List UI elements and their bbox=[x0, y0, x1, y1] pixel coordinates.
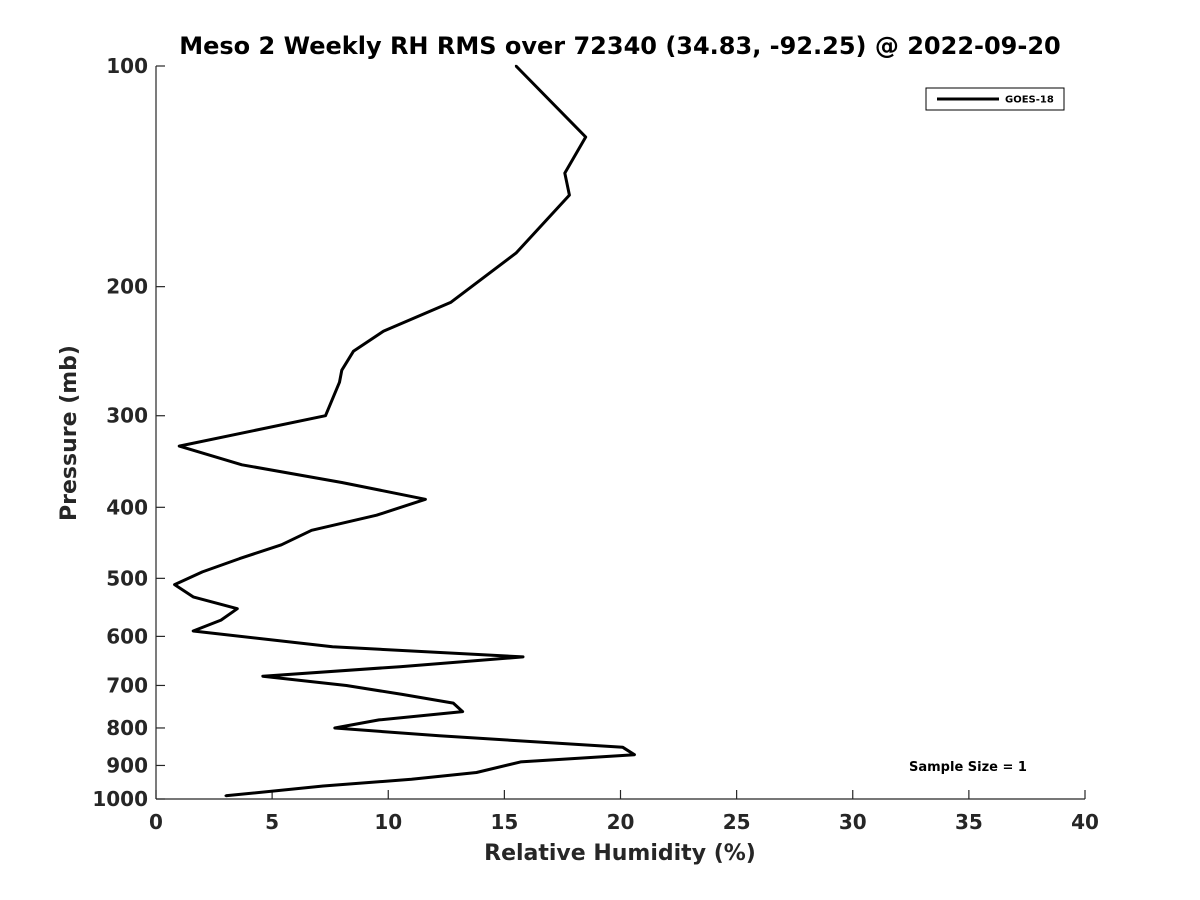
x-tick-label: 20 bbox=[607, 810, 635, 834]
series-point bbox=[238, 557, 241, 560]
series-point bbox=[382, 329, 385, 333]
series-points bbox=[173, 64, 636, 798]
y-tick-label: 300 bbox=[106, 404, 148, 428]
series-point bbox=[338, 380, 341, 384]
series-point bbox=[236, 607, 239, 610]
series-point bbox=[310, 529, 313, 532]
series-point bbox=[449, 300, 453, 304]
series-point bbox=[173, 583, 176, 586]
series-point bbox=[398, 665, 402, 668]
series-point bbox=[514, 64, 518, 68]
series-point bbox=[521, 655, 525, 659]
chart-title: Meso 2 Weekly RH RMS over 72340 (34.83, … bbox=[179, 32, 1061, 60]
x-tick-label: 15 bbox=[490, 810, 518, 834]
y-tick-label: 400 bbox=[106, 495, 148, 519]
series-point bbox=[633, 753, 636, 756]
series-point bbox=[345, 684, 348, 687]
series-point bbox=[438, 734, 441, 738]
series-point bbox=[410, 778, 413, 781]
series-point bbox=[563, 171, 566, 175]
series-point bbox=[400, 693, 404, 696]
y-axis-label: Pressure (mb) bbox=[57, 345, 82, 521]
y-tick-label: 700 bbox=[106, 673, 148, 697]
y-tick-label: 1000 bbox=[92, 787, 148, 811]
series-point bbox=[340, 368, 343, 372]
series-point bbox=[322, 784, 325, 788]
series-line-goes-18 bbox=[173, 64, 636, 798]
x-tick-label: 40 bbox=[1071, 810, 1099, 834]
y-tick-label: 200 bbox=[106, 275, 148, 299]
series-point bbox=[201, 570, 204, 574]
series-point bbox=[568, 193, 571, 197]
series-point bbox=[324, 414, 327, 417]
series-point bbox=[178, 444, 181, 448]
series-point bbox=[261, 675, 265, 678]
y-tick-label: 500 bbox=[106, 566, 148, 590]
legend-label: GOES-18 bbox=[1005, 95, 1054, 106]
series-point bbox=[584, 135, 587, 139]
y-tick-label: 900 bbox=[106, 753, 148, 777]
legend: GOES-18 bbox=[925, 87, 1065, 111]
y-tick-label: 800 bbox=[106, 716, 148, 740]
series-point bbox=[240, 463, 244, 467]
series-point bbox=[475, 771, 478, 774]
series-point bbox=[191, 629, 195, 633]
x-tick-label: 0 bbox=[149, 810, 163, 834]
x-tick-label: 35 bbox=[955, 810, 983, 834]
x-axis-label: Relative Humidity (%) bbox=[484, 841, 756, 866]
series-point bbox=[340, 481, 343, 484]
series-point bbox=[280, 543, 283, 547]
series-point bbox=[191, 595, 195, 599]
series-point bbox=[621, 746, 625, 749]
series-point bbox=[461, 710, 464, 713]
series-point bbox=[333, 726, 337, 730]
series-point bbox=[331, 645, 334, 649]
x-axis-ticks: 0 5 10 15 20 25 30 35 40 bbox=[149, 790, 1099, 834]
x-tick-label: 10 bbox=[374, 810, 402, 834]
series-point bbox=[424, 498, 427, 501]
y-tick-label: 100 bbox=[106, 54, 148, 78]
x-tick-label: 30 bbox=[839, 810, 867, 834]
x-tick-label: 25 bbox=[723, 810, 751, 834]
series-point bbox=[224, 794, 227, 798]
series-point bbox=[377, 718, 381, 722]
series-point bbox=[219, 618, 223, 622]
series-point bbox=[519, 760, 522, 764]
y-axis-ticks: 100 200 300 400 500 600 700 800 900 1000 bbox=[92, 54, 165, 811]
series-point bbox=[514, 251, 518, 255]
axes bbox=[155, 66, 1085, 800]
series-point bbox=[375, 513, 378, 517]
y-tick-label: 600 bbox=[106, 624, 148, 648]
x-tick-label: 5 bbox=[265, 810, 279, 834]
series-point bbox=[352, 350, 355, 353]
series-point bbox=[452, 701, 455, 705]
sample-size-annotation: Sample Size = 1 bbox=[909, 760, 1027, 775]
